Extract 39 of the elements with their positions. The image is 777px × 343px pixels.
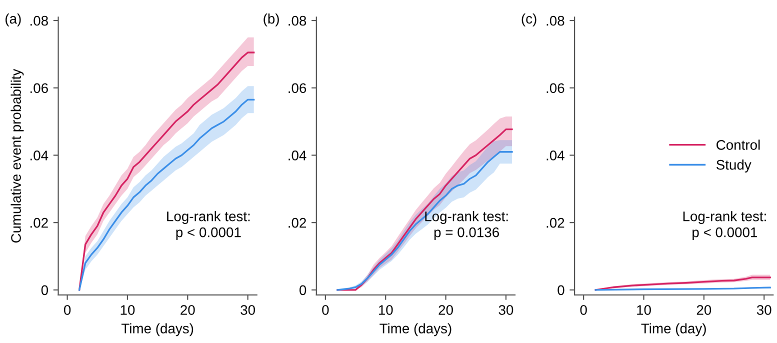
chart-title: (b) (264, 13, 279, 26)
legend-label: Study (716, 160, 752, 172)
annotation: Log-rank test: p < 0.0001 (167, 211, 250, 240)
x-tick-label: 0 (580, 305, 587, 315)
y-tick-label: .08 (546, 16, 564, 26)
annotation: Log-rank test: p = 0.0136 (425, 211, 508, 240)
y-tick-label: .06 (546, 83, 564, 94)
x-tick-label: 30 (756, 305, 772, 315)
y-tick-label: 0 (41, 285, 48, 296)
annotation: Log-rank test: p < 0.0001 (683, 211, 766, 240)
y-tick-label: .04 (546, 150, 564, 160)
y-tick-label: .02 (288, 218, 306, 228)
x-tick-label: 20 (696, 305, 712, 315)
y-tick-label: .02 (546, 218, 564, 228)
chart-title: (c) (522, 13, 536, 26)
y-tick-label: .04 (30, 150, 48, 160)
x-tick-label: 30 (498, 305, 514, 315)
y-tick-label: .04 (288, 150, 306, 160)
x-tick-label: 20 (180, 305, 195, 315)
x-tick-label: 10 (637, 305, 651, 315)
x-tick-label: 30 (240, 305, 255, 315)
x-tick-label: 10 (378, 305, 393, 315)
y-tick-label: 0 (558, 285, 564, 296)
y-tick-label: .06 (288, 83, 306, 94)
y-tick-label: .08 (288, 16, 306, 26)
y-tick-label: .08 (30, 16, 48, 26)
y-tick-label: 0 (300, 285, 306, 296)
x-axis-title: Time (days) (380, 323, 452, 336)
x-tick-label: 10 (120, 305, 135, 315)
chart-title: (a) (6, 13, 21, 26)
y-tick-label: .02 (30, 218, 48, 228)
x-tick-label: 20 (438, 305, 453, 315)
x-tick-label: 0 (322, 305, 329, 315)
y-axis-title: Cumulative event probability (10, 68, 24, 243)
x-tick-label: 0 (64, 305, 71, 315)
x-axis-title: Time (day) (641, 323, 706, 336)
legend-label: Control (716, 140, 760, 150)
x-axis-title: Time (days) (121, 323, 194, 336)
y-tick-label: .06 (30, 83, 48, 94)
